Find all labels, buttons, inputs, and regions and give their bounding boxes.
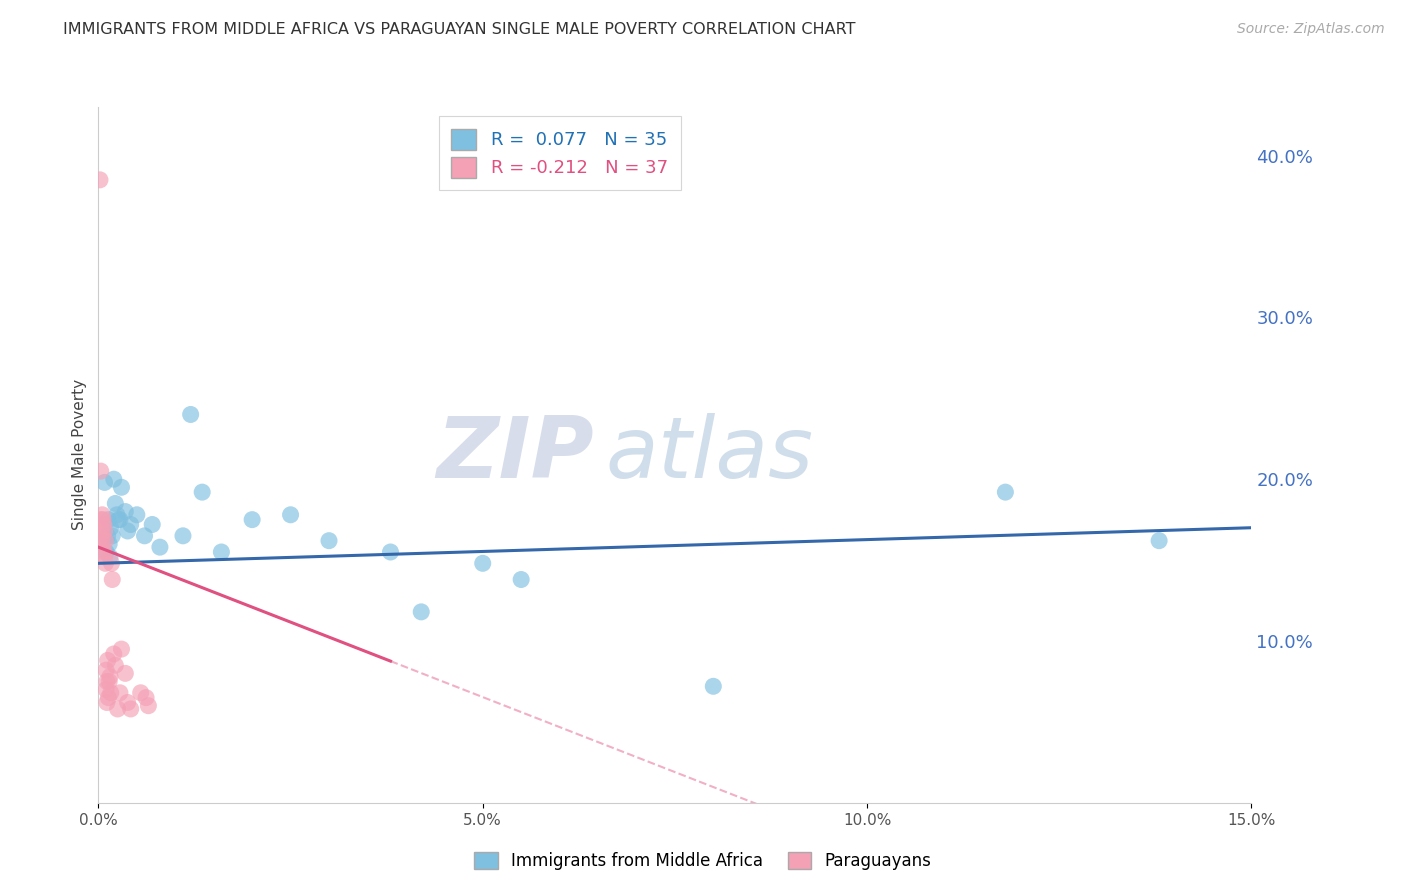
Point	[129, 686, 152, 700]
Point	[117, 524, 139, 538]
Point	[209, 545, 232, 559]
Point	[97, 513, 120, 527]
Point	[90, 524, 112, 538]
Point	[90, 533, 112, 548]
Point	[97, 529, 120, 543]
Point	[90, 513, 112, 527]
Point	[97, 690, 120, 705]
Point	[94, 663, 117, 677]
Point	[100, 686, 122, 700]
Point	[90, 464, 112, 478]
Point	[91, 508, 114, 522]
Point	[1147, 533, 1170, 548]
Text: atlas: atlas	[606, 413, 814, 497]
Point	[98, 674, 121, 689]
Point	[510, 573, 533, 587]
Point	[105, 508, 128, 522]
Point	[120, 702, 142, 716]
Legend: R =  0.077   N = 35, R = -0.212   N = 37: R = 0.077 N = 35, R = -0.212 N = 37	[439, 116, 681, 190]
Point	[108, 513, 131, 527]
Point	[114, 504, 136, 518]
Point	[94, 682, 117, 697]
Point	[107, 702, 129, 716]
Y-axis label: Single Male Poverty: Single Male Poverty	[72, 379, 87, 531]
Point	[114, 666, 136, 681]
Point	[125, 508, 148, 522]
Point	[100, 521, 122, 535]
Point	[93, 524, 115, 538]
Point	[240, 513, 263, 527]
Point	[103, 647, 125, 661]
Legend: Immigrants from Middle Africa, Paraguayans: Immigrants from Middle Africa, Paraguaya…	[468, 845, 938, 877]
Point	[108, 686, 131, 700]
Point	[110, 642, 132, 657]
Point	[180, 408, 202, 422]
Text: Source: ZipAtlas.com: Source: ZipAtlas.com	[1237, 22, 1385, 37]
Point	[318, 533, 340, 548]
Point	[380, 545, 402, 559]
Point	[103, 472, 125, 486]
Point	[93, 517, 115, 532]
Point	[96, 696, 118, 710]
Point	[191, 485, 214, 500]
Point	[98, 537, 121, 551]
Point	[172, 529, 194, 543]
Point	[101, 529, 124, 543]
Point	[96, 674, 118, 689]
Point	[91, 529, 114, 543]
Point	[94, 545, 117, 559]
Text: ZIP: ZIP	[436, 413, 595, 497]
Point	[97, 653, 120, 667]
Point	[89, 173, 111, 187]
Point	[134, 529, 156, 543]
Point	[91, 513, 114, 527]
Point	[120, 517, 142, 532]
Point	[117, 696, 139, 710]
Point	[98, 670, 121, 684]
Text: IMMIGRANTS FROM MIDDLE AFRICA VS PARAGUAYAN SINGLE MALE POVERTY CORRELATION CHAR: IMMIGRANTS FROM MIDDLE AFRICA VS PARAGUA…	[63, 22, 856, 37]
Point	[994, 485, 1017, 500]
Point	[94, 533, 117, 548]
Point	[98, 549, 121, 564]
Point	[138, 698, 160, 713]
Point	[135, 690, 157, 705]
Point	[110, 480, 132, 494]
Point	[104, 496, 127, 510]
Point	[100, 557, 122, 571]
Point	[93, 545, 115, 559]
Point	[93, 475, 115, 490]
Point	[91, 540, 114, 554]
Point	[141, 517, 163, 532]
Point	[107, 513, 129, 527]
Point	[104, 658, 127, 673]
Point	[93, 549, 115, 564]
Point	[149, 540, 172, 554]
Point	[101, 573, 124, 587]
Point	[471, 557, 494, 571]
Point	[702, 679, 724, 693]
Point	[411, 605, 433, 619]
Point	[94, 557, 117, 571]
Point	[280, 508, 302, 522]
